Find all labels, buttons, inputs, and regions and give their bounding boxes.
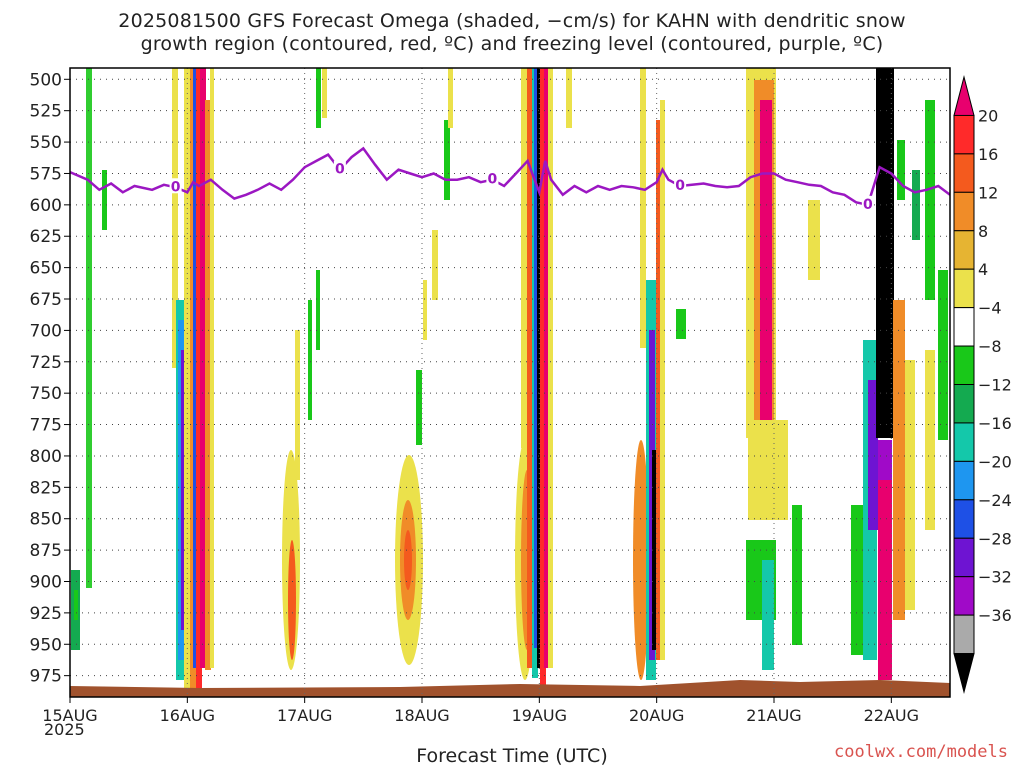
chart-title-line-1: 2025081500 GFS Forecast Omega (shaded, −… <box>118 10 906 32</box>
colorbar-swatch <box>953 460 975 501</box>
colorbar-swatch <box>953 576 975 616</box>
y-tick-label: 500 <box>30 70 62 90</box>
colorbar-swatch <box>953 422 975 462</box>
contour-label-bg <box>169 178 182 194</box>
colorbar-swatch <box>953 307 975 347</box>
colorbar-label: −28 <box>978 529 1012 548</box>
colorbar-label: 12 <box>978 183 998 202</box>
colorbar-label: 4 <box>978 260 988 279</box>
colorbar-swatch <box>953 537 975 578</box>
colorbar-label: −32 <box>978 568 1012 587</box>
y-tick-label: 775 <box>30 416 62 436</box>
colorbar-swatch <box>953 230 975 270</box>
y-tick-label: 525 <box>30 102 62 122</box>
x-tick-label: 21AUG <box>746 706 801 725</box>
contour-label-bg <box>861 195 874 211</box>
y-axis: 500 525 550 575 600 625 650 675 700 725 750 775 800 8… <box>30 70 70 687</box>
contour-label: 0 <box>171 179 181 195</box>
colorbar-swatch <box>953 614 975 655</box>
colorbar-label: 8 <box>978 222 988 241</box>
contour-label-bg <box>674 177 687 193</box>
y-tick-label: 850 <box>30 510 62 530</box>
y-tick-label: 725 <box>30 353 62 373</box>
x-tick-label: 19AUG <box>512 706 567 725</box>
contour-label: 0 <box>335 162 345 178</box>
y-tick-label: 575 <box>30 164 62 184</box>
x-tick-label: 18AUG <box>394 706 449 725</box>
y-tick-label: 650 <box>30 259 62 279</box>
x-tick-label: 16AUG <box>160 706 215 725</box>
colorbar-label: 20 <box>978 106 998 125</box>
colorbar: 20 16 12 8 4 −4 −8 −12 −16 −20 −24 −28 −32 −36 <box>953 75 1012 694</box>
y-tick-label: 675 <box>30 290 62 310</box>
colorbar-label: −16 <box>978 414 1012 433</box>
colorbar-swatch <box>953 268 975 309</box>
y-tick-label: 925 <box>30 604 62 624</box>
x-axis-label: Forecast Time (UTC) <box>416 745 608 767</box>
freezing-level-contour: 0 0 0 0 0 <box>70 146 950 213</box>
contour-label: 0 <box>488 172 498 188</box>
colorbar-swatch <box>953 153 975 193</box>
colorbar-bottom-arrow <box>953 653 975 694</box>
colorbar-label: −4 <box>978 299 1002 318</box>
y-tick-label: 800 <box>30 447 62 467</box>
colorbar-label: −36 <box>978 606 1012 625</box>
y-tick-label: 975 <box>30 667 62 687</box>
y-tick-label: 900 <box>30 572 62 592</box>
contour-label-bg <box>333 160 346 176</box>
x-tick-label: 15AUG <box>42 706 97 725</box>
colorbar-label: 16 <box>978 145 998 164</box>
colorbar-label: −24 <box>978 491 1012 510</box>
contour-label: 0 <box>863 197 873 213</box>
x-axis: 15AUG 16AUG 17AUG 18AUG 19AUG 20AUG 21AUG 22AUG <box>42 697 919 725</box>
year-label: 2025 <box>44 720 85 739</box>
y-tick-label: 700 <box>30 321 62 341</box>
contour-label-bg <box>486 170 499 186</box>
x-tick-label: 22AUG <box>864 706 919 725</box>
colorbar-label: −12 <box>978 376 1012 395</box>
plot-frame <box>69 67 951 698</box>
terrain-ground <box>70 680 950 697</box>
y-tick-label: 550 <box>30 133 62 153</box>
freezing-level-line <box>70 146 950 207</box>
y-tick-label: 600 <box>30 196 62 216</box>
colorbar-swatch <box>953 384 975 424</box>
contour-label: 0 <box>675 178 685 194</box>
colorbar-top-arrow <box>953 75 975 116</box>
colorbar-label: −20 <box>978 452 1012 471</box>
colorbar-swatch <box>953 191 975 232</box>
y-tick-label: 825 <box>30 478 62 498</box>
y-tick-label: 950 <box>30 635 62 655</box>
x-tick-label: 17AUG <box>277 706 332 725</box>
omega-shading <box>71 68 948 688</box>
colorbar-swatch <box>953 499 975 539</box>
y-tick-label: 750 <box>30 384 62 404</box>
colorbar-label: −8 <box>978 337 1002 356</box>
y-tick-label: 875 <box>30 541 62 561</box>
colorbar-swatch <box>953 114 975 155</box>
colorbar-swatch <box>953 345 975 385</box>
y-tick-label: 625 <box>30 227 62 247</box>
credit-link[interactable]: coolwx.com/models <box>834 742 1008 762</box>
x-tick-label: 20AUG <box>629 706 684 725</box>
chart-title-line-2: growth region (contoured, red, ºC) and f… <box>140 33 884 55</box>
